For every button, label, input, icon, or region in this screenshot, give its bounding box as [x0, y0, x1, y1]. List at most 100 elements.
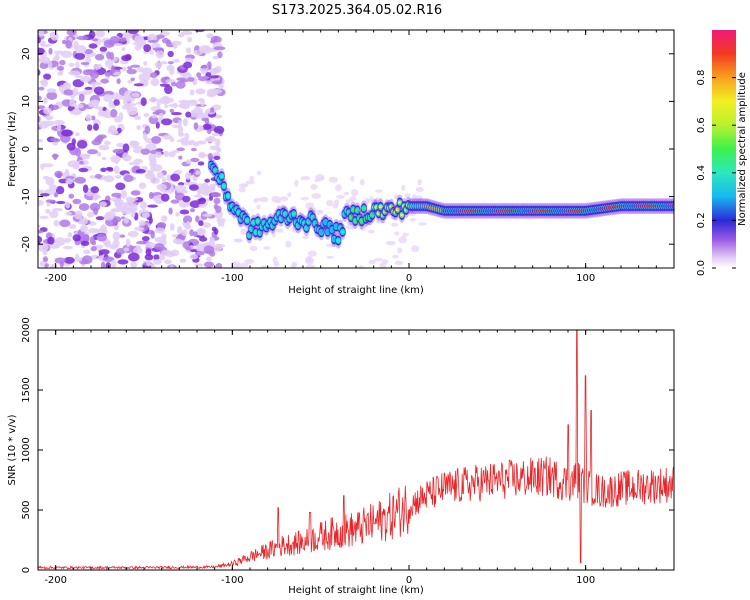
- ridge-core: [310, 215, 315, 220]
- noise-blob: [307, 250, 317, 257]
- noise-blob: [100, 78, 109, 84]
- noise-blob: [206, 33, 214, 39]
- noise-blob: [195, 215, 200, 223]
- ridge-core: [323, 220, 328, 224]
- ridge-core: [306, 219, 311, 224]
- noise-blob: [169, 67, 175, 76]
- noise-blob: [185, 111, 192, 118]
- colorbar-tick-label: 0.8: [696, 70, 707, 86]
- noise-blob: [147, 204, 159, 208]
- ridge-core: [370, 213, 375, 217]
- noise-blob: [33, 153, 38, 161]
- noise-blob: [215, 263, 223, 268]
- noise-blob: [103, 140, 111, 146]
- noise-blob: [138, 220, 146, 227]
- noise-blob: [94, 173, 102, 179]
- noise-blob: [89, 71, 99, 79]
- noise-blob: [207, 135, 216, 142]
- snr-series-group: [38, 330, 674, 570]
- ridge-core: [255, 219, 260, 224]
- noise-blob: [351, 189, 359, 197]
- noise-blob: [149, 97, 158, 103]
- noise-blob: [43, 97, 48, 104]
- noise-blob: [190, 157, 200, 163]
- noise-blob: [152, 47, 164, 51]
- spectrogram-y-ticks: -20 -10 0 10 20: [21, 47, 674, 252]
- noise-blob: [209, 250, 216, 257]
- noise-blob: [178, 155, 183, 160]
- noise-blob: [143, 61, 148, 66]
- noise-blob: [111, 92, 122, 101]
- noise-blob: [43, 107, 52, 115]
- noise-blob: [79, 224, 88, 233]
- noise-blob: [204, 118, 210, 125]
- ridge-core: [325, 230, 330, 234]
- noise-blob: [204, 261, 214, 268]
- noise-blob: [391, 222, 399, 227]
- noise-blob: [271, 230, 276, 238]
- noise-blob: [392, 254, 399, 259]
- noise-blob: [136, 66, 145, 73]
- noise-blob: [128, 252, 140, 262]
- noise-blob: [38, 189, 45, 194]
- noise-blob: [184, 172, 192, 180]
- noise-blob: [184, 133, 190, 140]
- noise-blob: [117, 259, 129, 265]
- noise-blob: [56, 65, 65, 71]
- noise-blob: [54, 257, 66, 264]
- noise-blob: [67, 160, 80, 168]
- ridge-core: [332, 237, 337, 241]
- noise-blob: [197, 228, 205, 236]
- noise-blob: [100, 167, 107, 172]
- snr-x-ticks: -200 -100 0 100: [37, 330, 675, 586]
- noise-blob: [147, 40, 159, 43]
- noise-blob: [183, 61, 193, 69]
- noise-blob: [158, 112, 164, 118]
- noise-blob: [130, 190, 141, 196]
- colorbar-tick-label: 0.0: [696, 260, 707, 276]
- ridge-core: [334, 224, 339, 229]
- noise-blob: [104, 59, 114, 68]
- noise-blob: [81, 255, 93, 265]
- noise-blob: [199, 236, 208, 242]
- noise-blob: [364, 197, 370, 204]
- snr-plot-area: [38, 330, 674, 570]
- noise-blob: [73, 210, 83, 220]
- noise-blob: [162, 134, 173, 140]
- x-tick-label: -200: [44, 273, 67, 284]
- noise-blob: [193, 49, 203, 56]
- noise-blob: [63, 256, 75, 264]
- noise-blob: [213, 244, 223, 252]
- ridge-core: [359, 219, 364, 223]
- noise-blob: [45, 208, 51, 214]
- noise-blob: [65, 201, 71, 209]
- noise-blob: [201, 184, 210, 191]
- noise-blob: [156, 222, 167, 228]
- noise-blob: [46, 91, 58, 101]
- noise-blob: [79, 217, 89, 226]
- noise-blob: [95, 135, 104, 141]
- noise-blob: [53, 50, 65, 55]
- noise-blob: [249, 245, 258, 252]
- noise-blob: [359, 224, 367, 231]
- noise-blob: [94, 244, 104, 249]
- noise-blob: [66, 30, 77, 36]
- noise-blob: [138, 182, 147, 189]
- noise-blob: [72, 79, 85, 88]
- noise-blob: [343, 191, 350, 196]
- noise-blob: [287, 192, 292, 197]
- noise-blob: [209, 67, 218, 76]
- noise-blob: [82, 184, 89, 193]
- noise-blob: [211, 80, 223, 85]
- noise-blob: [89, 175, 97, 179]
- noise-blob: [104, 241, 112, 248]
- noise-blob: [185, 246, 192, 251]
- ridge-core: [257, 231, 262, 235]
- noise-blob: [177, 119, 183, 126]
- noise-blob: [103, 93, 113, 103]
- noise-blob: [214, 114, 223, 119]
- noise-blob: [57, 71, 63, 76]
- noise-blob: [273, 261, 280, 267]
- noise-blob: [111, 65, 116, 74]
